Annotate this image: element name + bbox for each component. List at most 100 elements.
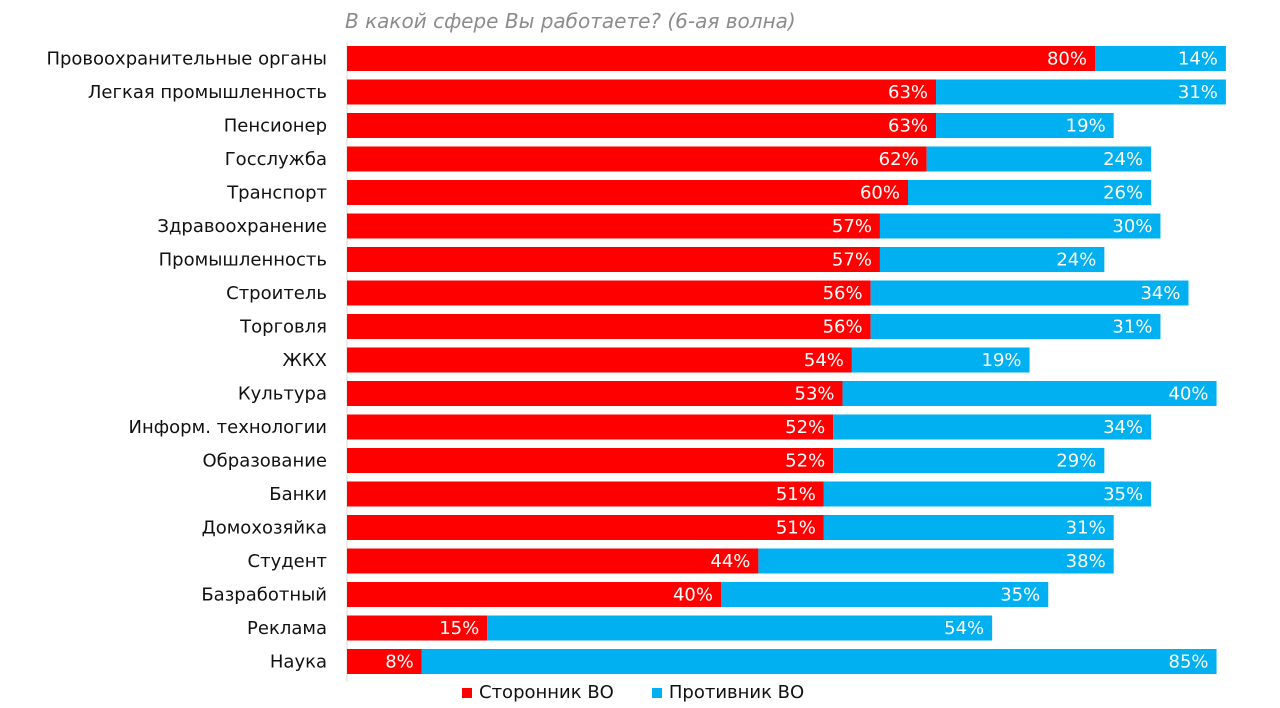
bar-opponent: [833, 448, 1105, 473]
bar-opponent: [1095, 46, 1226, 71]
category-label: Госслужба: [225, 149, 327, 170]
legend-item-opponent: Противник ВО: [651, 682, 805, 703]
category-label: Наука: [270, 652, 327, 673]
legend-label-supporter: Сторонник ВО: [479, 682, 614, 703]
bar-supporter: [347, 414, 834, 440]
data-label-opponent: 34%: [1103, 417, 1143, 438]
bar-opponent: [758, 548, 1114, 574]
bar-opponent: [823, 515, 1114, 540]
bar-supporter: [347, 213, 880, 239]
category-label: Строитель: [226, 283, 327, 304]
data-label-opponent: 26%: [1103, 183, 1143, 204]
bar-supporter: [347, 515, 824, 540]
data-label-supporter: 62%: [879, 149, 919, 170]
data-label-supporter: 40%: [673, 585, 713, 606]
data-label-supporter: 80%: [1047, 49, 1087, 70]
category-label: ЖКХ: [283, 350, 328, 371]
data-label-opponent: 30%: [1112, 216, 1152, 237]
bar-opponent: [936, 113, 1114, 138]
category-label: Реклама: [247, 618, 327, 639]
data-label-opponent: 31%: [1112, 317, 1152, 338]
category-label: Домохозяйка: [202, 518, 327, 539]
bar-supporter: [347, 381, 843, 406]
data-label-supporter: 56%: [823, 283, 863, 304]
bar-opponent: [879, 247, 1105, 272]
category-label: Здравоохранение: [157, 216, 327, 237]
category-label: Культура: [238, 384, 327, 405]
data-label-supporter: 56%: [823, 317, 863, 338]
data-label-opponent: 19%: [982, 350, 1022, 371]
bar-opponent: [870, 314, 1161, 339]
data-label-supporter: 51%: [776, 484, 816, 505]
category-label: Информ. технологии: [129, 417, 327, 438]
data-label-opponent: 35%: [1000, 585, 1040, 606]
data-label-supporter: 51%: [776, 518, 816, 539]
bar-opponent: [833, 414, 1152, 440]
category-label: Образование: [203, 451, 328, 472]
bar-supporter: [347, 146, 927, 172]
bar-opponent: [721, 582, 1049, 607]
legend-label-opponent: Противник ВО: [668, 682, 805, 703]
bar-supporter: [347, 247, 880, 272]
data-label-supporter: 53%: [795, 384, 835, 405]
category-label: Студент: [248, 551, 327, 572]
data-label-supporter: 15%: [439, 618, 479, 639]
category-label: Промышленность: [159, 250, 327, 271]
bar-opponent: [926, 146, 1152, 172]
data-label-supporter: 57%: [832, 250, 872, 271]
data-label-opponent: 29%: [1056, 451, 1096, 472]
bar-supporter: [347, 347, 852, 373]
data-label-opponent: 24%: [1056, 250, 1096, 271]
data-label-opponent: 34%: [1140, 283, 1180, 304]
bar-supporter: [347, 481, 824, 507]
bar-supporter: [347, 448, 834, 473]
bar-supporter: [347, 79, 937, 105]
data-label-supporter: 52%: [785, 417, 825, 438]
category-label: Провоохранительные органы: [46, 49, 327, 70]
bar-supporter: [347, 649, 422, 674]
chart-title: В какой сфере Вы работаете? (6-ая волна): [345, 9, 796, 33]
data-label-opponent: 38%: [1066, 551, 1106, 572]
category-label: Транспорт: [226, 183, 327, 204]
category-label: Банки: [269, 484, 327, 505]
data-label-supporter: 52%: [785, 451, 825, 472]
bar-opponent: [421, 649, 1217, 674]
bar-supporter: [347, 314, 871, 339]
data-label-opponent: 31%: [1178, 82, 1218, 103]
data-label-opponent: 40%: [1169, 384, 1209, 405]
data-label-supporter: 54%: [804, 350, 844, 371]
bar-supporter: [347, 113, 937, 138]
legend-swatch-red: [462, 687, 472, 698]
data-label-opponent: 31%: [1066, 518, 1106, 539]
data-label-supporter: 63%: [888, 116, 928, 137]
data-label-opponent: 19%: [1066, 116, 1106, 137]
category-label: Базработный: [201, 585, 327, 606]
bar-supporter: [347, 548, 759, 574]
bar-opponent: [823, 481, 1152, 507]
bar-supporter: [347, 615, 488, 641]
data-label-supporter: 8%: [385, 652, 414, 673]
data-label-supporter: 60%: [860, 183, 900, 204]
data-label-supporter: 57%: [832, 216, 872, 237]
category-label: Легкая промышленность: [88, 82, 327, 103]
bar-opponent: [842, 381, 1217, 406]
bar-opponent: [936, 79, 1226, 105]
bar-opponent: [870, 280, 1189, 306]
data-label-opponent: 85%: [1169, 652, 1209, 673]
legend-swatch-blue: [651, 687, 662, 698]
data-label-opponent: 54%: [944, 618, 984, 639]
data-label-supporter: 44%: [710, 551, 750, 572]
bar-supporter: [347, 280, 871, 306]
category-label: Торговля: [239, 317, 327, 338]
bar-opponent: [879, 213, 1161, 239]
bar-supporter: [347, 180, 908, 205]
data-label-supporter: 63%: [888, 82, 928, 103]
legend-item-supporter: Сторонник ВО: [462, 682, 614, 703]
data-label-opponent: 14%: [1178, 49, 1218, 70]
bar-supporter: [347, 46, 1095, 71]
data-label-opponent: 35%: [1103, 484, 1143, 505]
category-label: Пенсионер: [224, 116, 327, 137]
bar-opponent: [487, 615, 993, 641]
legend: Сторонник ВО Противник ВО: [462, 682, 804, 703]
